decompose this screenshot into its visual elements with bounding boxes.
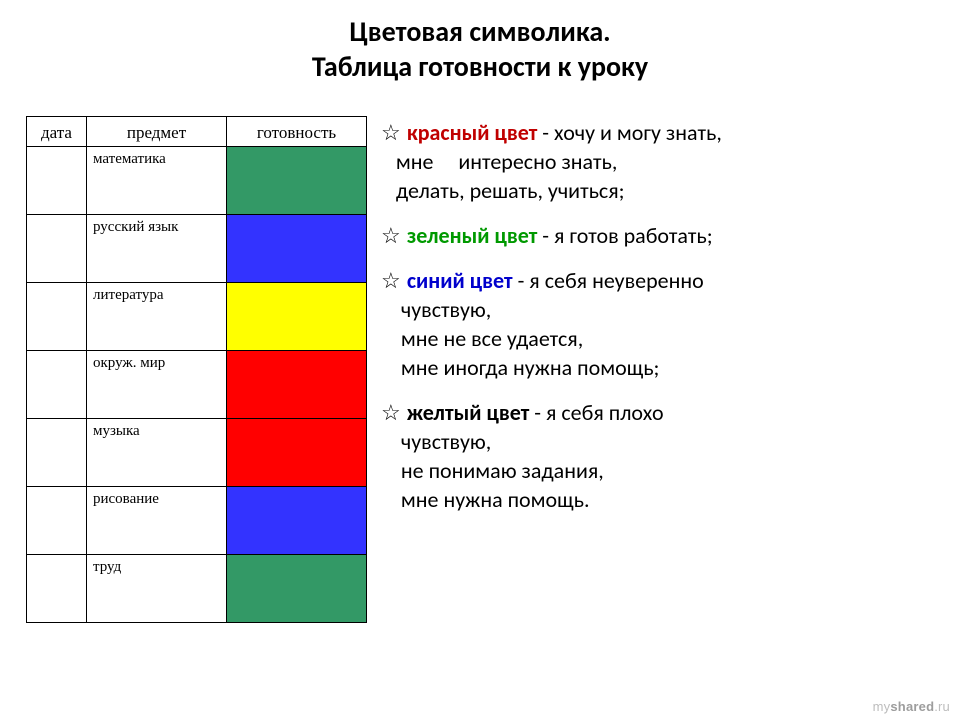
cell-date — [27, 555, 87, 623]
legend-line: ☆ зеленый цвет - я готов работать; — [381, 221, 934, 250]
legend-text: не понимаю задания, — [381, 456, 934, 485]
cell-subject: математика — [87, 147, 227, 215]
legend-text: делать, решать, учиться; — [381, 176, 934, 205]
legend-label: красный цвет — [407, 119, 537, 146]
col-header-subject: предмет — [87, 117, 227, 147]
legend-entry: ☆ красный цвет - хочу и могу знать, мне … — [381, 118, 934, 205]
legend-text: мне интересно знать, — [381, 147, 934, 176]
table-row: окруж. мир — [27, 351, 367, 419]
cell-subject: труд — [87, 555, 227, 623]
legend-entry: ☆ зеленый цвет - я готов работать; — [381, 221, 934, 250]
cell-readiness-color — [227, 487, 367, 555]
cell-readiness-color — [227, 555, 367, 623]
content-row: дата предмет готовность математикарусски… — [0, 84, 960, 623]
watermark-shared: shared — [890, 699, 934, 714]
legend-line: ☆ красный цвет - хочу и могу знать, — [381, 118, 934, 147]
title-line-1: Цветовая символика. — [0, 14, 960, 49]
page-title: Цветовая символика. Таблица готовности к… — [0, 0, 960, 84]
cell-date — [27, 351, 87, 419]
table-row: литература — [27, 283, 367, 351]
title-line-2: Таблица готовности к уроку — [0, 49, 960, 84]
table-row: музыка — [27, 419, 367, 487]
cell-subject: музыка — [87, 419, 227, 487]
table-row: рисование — [27, 487, 367, 555]
star-icon: ☆ — [381, 223, 407, 248]
col-header-date: дата — [27, 117, 87, 147]
color-legend: ☆ красный цвет - хочу и могу знать, мне … — [381, 116, 934, 623]
legend-label: зеленый цвет — [407, 222, 537, 249]
star-icon: ☆ — [381, 120, 407, 145]
watermark-my: my — [873, 699, 891, 714]
legend-entry: ☆ синий цвет - я себя неуверенно чувству… — [381, 266, 934, 382]
table-row: труд — [27, 555, 367, 623]
legend-text: мне иногда нужна помощь; — [381, 353, 934, 382]
legend-text: - я себя плохо — [529, 399, 663, 426]
cell-date — [27, 487, 87, 555]
star-icon: ☆ — [381, 268, 407, 293]
table-row: математика — [27, 147, 367, 215]
cell-subject: окруж. мир — [87, 351, 227, 419]
legend-text: - я себя неуверенно — [513, 267, 704, 294]
cell-date — [27, 215, 87, 283]
cell-subject: литература — [87, 283, 227, 351]
col-header-ready: готовность — [227, 117, 367, 147]
table-header-row: дата предмет готовность — [27, 117, 367, 147]
readiness-table: дата предмет готовность математикарусски… — [26, 116, 367, 623]
legend-label: синий цвет — [407, 267, 513, 294]
cell-subject: рисование — [87, 487, 227, 555]
cell-date — [27, 147, 87, 215]
cell-readiness-color — [227, 419, 367, 487]
legend-text: мне нужна помощь. — [381, 485, 934, 514]
legend-line: ☆ желтый цвет - я себя плохо — [381, 398, 934, 427]
cell-subject: русский язык — [87, 215, 227, 283]
table-row: русский язык — [27, 215, 367, 283]
watermark: myshared.ru — [873, 699, 950, 714]
legend-line: ☆ синий цвет - я себя неуверенно — [381, 266, 934, 295]
cell-readiness-color — [227, 215, 367, 283]
legend-text: чувствую, — [381, 295, 934, 324]
cell-date — [27, 283, 87, 351]
legend-text: - хочу и могу знать, — [537, 119, 721, 146]
star-icon: ☆ — [381, 400, 407, 425]
readiness-table-wrap: дата предмет готовность математикарусски… — [26, 116, 367, 623]
cell-readiness-color — [227, 283, 367, 351]
legend-text: чувствую, — [381, 427, 934, 456]
cell-date — [27, 419, 87, 487]
legend-label: желтый цвет — [407, 399, 529, 426]
legend-text: - я готов работать; — [537, 222, 712, 249]
cell-readiness-color — [227, 147, 367, 215]
legend-entry: ☆ желтый цвет - я себя плохо чувствую, н… — [381, 398, 934, 514]
cell-readiness-color — [227, 351, 367, 419]
legend-text: мне не все удается, — [381, 324, 934, 353]
watermark-ru: .ru — [934, 699, 950, 714]
